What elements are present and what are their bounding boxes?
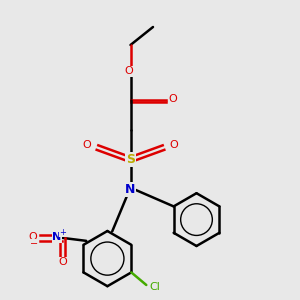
Text: O: O [29,232,38,242]
Text: O: O [82,140,91,150]
Text: Cl: Cl [149,281,160,292]
Text: S: S [126,153,135,166]
Text: O: O [168,94,177,104]
Text: N: N [52,232,62,242]
Text: O: O [124,66,134,76]
Text: O: O [169,140,178,150]
Text: +: + [59,228,66,237]
Text: N: N [125,183,136,196]
Text: O: O [58,257,67,268]
Text: −: − [30,239,38,250]
